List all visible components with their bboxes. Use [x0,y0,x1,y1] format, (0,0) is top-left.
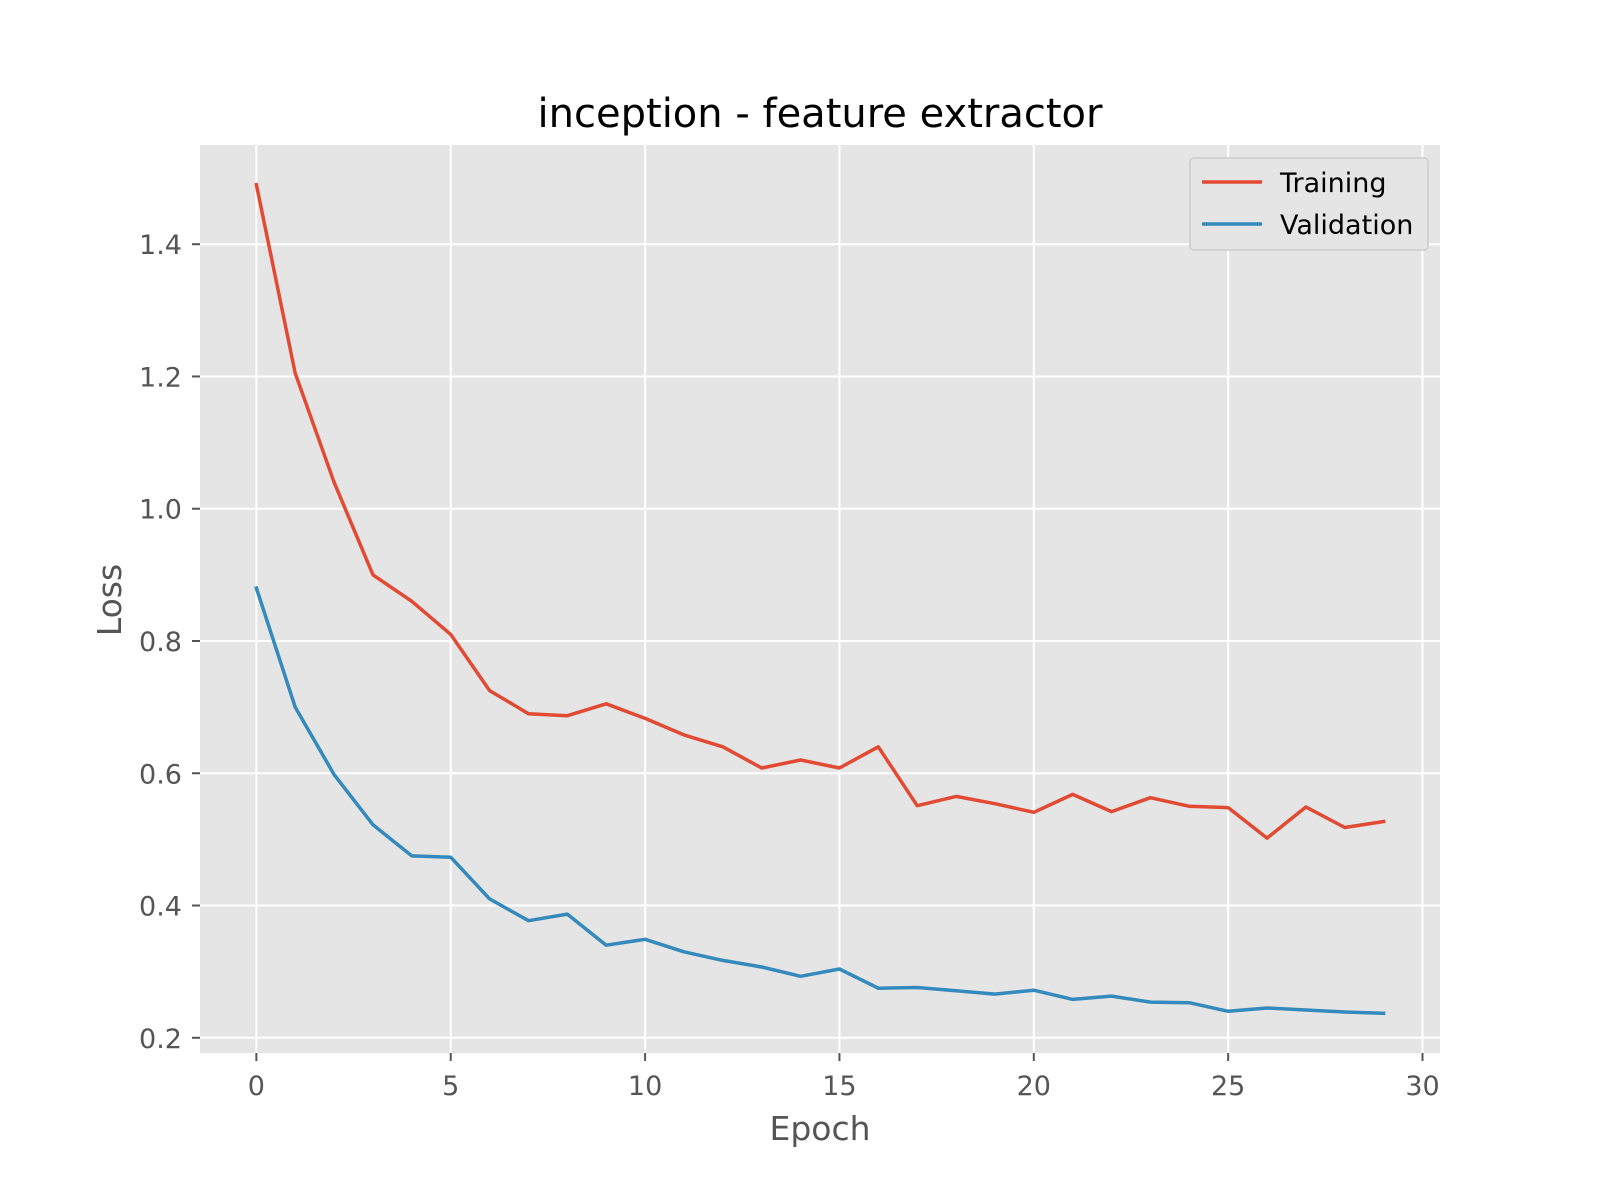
x-tick-label: 15 [822,1071,856,1102]
legend: Training Validation [1189,157,1429,251]
series-line-validation [254,585,1386,1016]
y-tick-label: 1.4 [139,230,182,261]
y-tick-label: 0.2 [139,1024,182,1055]
grid [200,145,1440,1053]
series-line-training [254,182,1386,840]
y-tick-label: 0.6 [139,759,182,790]
chart-title: inception - feature extractor [538,91,1103,137]
y-tick-label: 0.4 [139,892,182,923]
y-tick-label: 0.8 [139,627,182,658]
x-tick-label: 10 [628,1071,662,1102]
x-tick-label: 5 [442,1071,459,1102]
x-tick-label: 25 [1211,1071,1245,1102]
plot-area [200,145,1440,1053]
legend-label-validation: Validation [1280,210,1413,241]
y-axis-label: Loss [90,564,129,636]
axis-ticks: 0 5 10 15 20 25 30 0.2 0.4 0.6 0.8 1.0 1.2 1.4 [139,230,1440,1102]
x-tick-label: 20 [1017,1071,1051,1102]
y-tick-label: 1.0 [139,495,182,526]
legend-label-training: Training [1279,168,1387,199]
y-tick-label: 1.2 [139,362,182,393]
x-tick-label: 30 [1405,1071,1439,1102]
x-axis-label: Epoch [769,1109,870,1148]
series-lines [254,182,1386,1016]
x-tick-label: 0 [248,1071,265,1102]
